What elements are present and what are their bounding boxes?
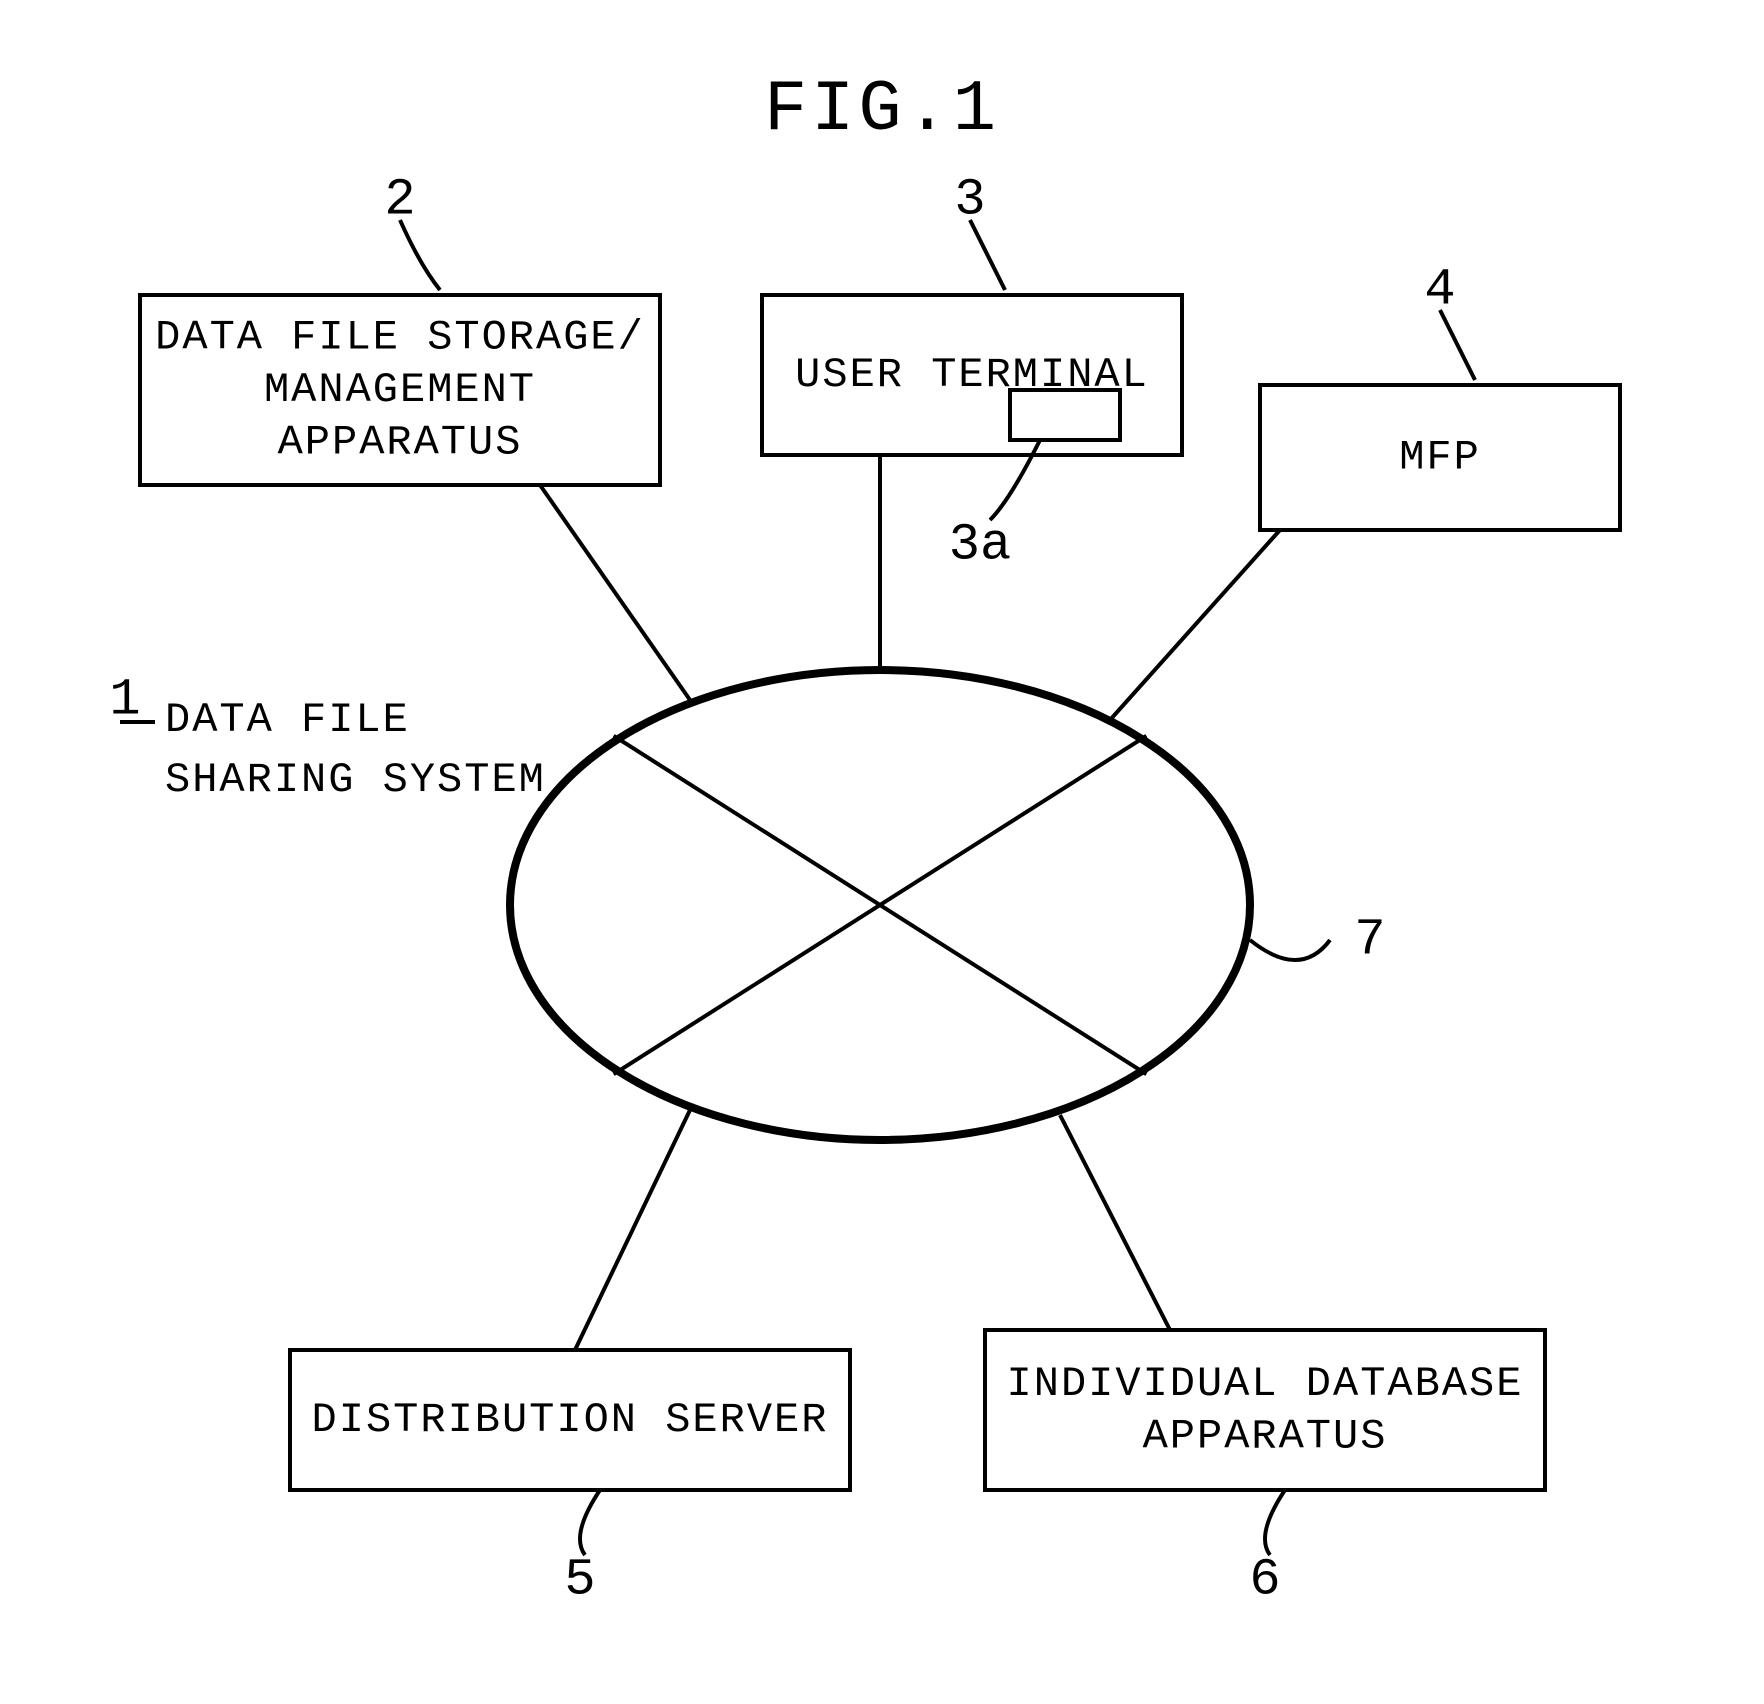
n5-connector (575, 1110, 690, 1350)
n6-number: 6 (1249, 1551, 1280, 1610)
n6-connector (1060, 1115, 1170, 1330)
figure-title: FIG.1 (764, 69, 1000, 151)
n3-inner-box (1010, 390, 1120, 440)
n6-label-0: INDIVIDUAL DATABASE (1007, 1360, 1524, 1408)
hub-number: 7 (1354, 911, 1385, 970)
n2-connector (540, 485, 690, 700)
system-label-line1: DATA FILE (165, 696, 410, 744)
n4-connector (1110, 530, 1280, 720)
n4-label-0: MFP (1399, 434, 1481, 482)
n5-number: 5 (564, 1551, 595, 1610)
n4-number: 4 (1424, 261, 1455, 320)
n6-box (985, 1330, 1545, 1490)
n2-label-2: APPARATUS (278, 419, 523, 467)
n5-label-0: DISTRIBUTION SERVER (312, 1396, 829, 1444)
n2-number: 2 (384, 171, 415, 230)
n3-inner-number: 3a (949, 516, 1011, 575)
n6-label-1: APPARATUS (1143, 1412, 1388, 1460)
n2-label-0: DATA FILE STORAGE/ (155, 314, 645, 362)
system-label-line2: SHARING SYSTEM (165, 756, 546, 804)
n3-number: 3 (954, 171, 985, 230)
n2-label-1: MANAGEMENT (264, 366, 536, 414)
